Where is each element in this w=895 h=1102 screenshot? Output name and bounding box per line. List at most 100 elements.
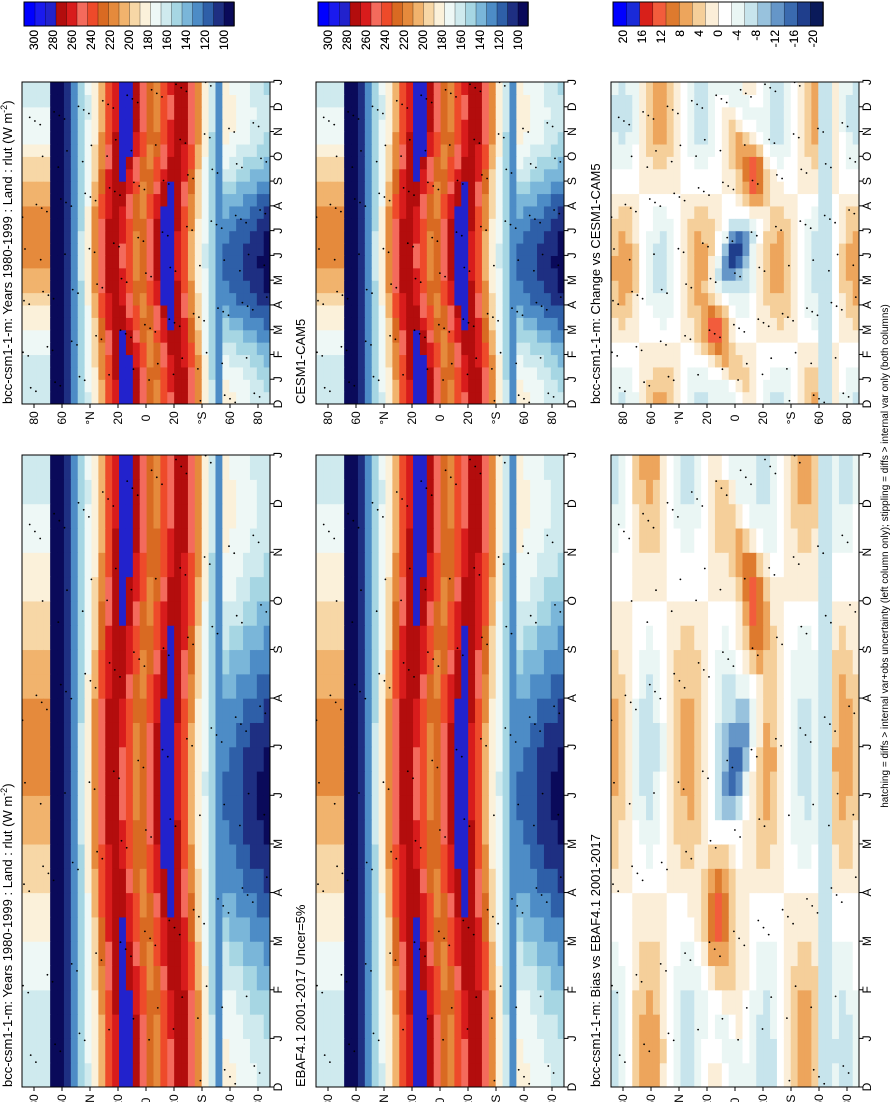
heat-cell [481,243,489,256]
heat-cell [364,795,372,821]
heat-cell [384,94,393,108]
heat-cell [543,916,551,942]
heat-cell [201,1062,209,1087]
heat-cell [22,989,30,1015]
heat-cell [322,503,331,529]
heat-cell [495,317,503,331]
heat-cell [412,342,420,356]
heat-cell [350,181,358,195]
heat-cell [557,379,564,393]
heat-cell [364,304,372,318]
heat-cell [146,218,154,232]
heat-cell [118,354,126,368]
heat-cell [508,1038,517,1064]
heat-cell [357,965,365,991]
stipple-dot [353,198,356,200]
heat-cell [22,181,30,195]
heat-cell [508,82,517,95]
heat-cell [56,243,64,256]
heat-cell [214,181,223,195]
heat-cell [810,965,819,991]
heat-cell [194,965,202,991]
heat-cell [235,916,244,942]
heat-cell [256,673,264,699]
heat-cell [803,673,812,699]
heat-cell [384,156,393,170]
heat-cell [803,527,812,553]
heat-cell [515,218,524,232]
heat-cell [256,292,264,306]
heat-cell [35,131,44,145]
heat-cell [515,267,524,281]
heat-cell [201,106,209,120]
heat-cell [336,868,345,894]
stipple-dot [455,96,457,98]
heat-cell [460,304,469,318]
heat-cell [405,552,414,578]
heat-cell [536,600,544,626]
heat-cell [249,143,257,157]
stipple-dot [527,131,530,133]
heat-cell [460,576,469,602]
heat-cell [90,1014,99,1039]
heat-cell [371,479,379,505]
heat-cell [28,649,37,675]
stipple-dot [439,829,441,831]
heat-cell [453,746,462,772]
heat-cell [550,1062,558,1087]
heat-cell [371,143,379,157]
heat-cell [557,673,564,699]
heat-cell [322,1038,331,1064]
stipple-dot [235,163,238,165]
heat-cell [343,527,352,553]
heat-cell [412,230,420,244]
heat-cell [201,230,209,244]
heat-cell [852,479,859,505]
heat-cell [187,391,195,404]
heat-cell [433,119,441,133]
heat-cell [391,143,400,157]
heat-cell [201,317,209,331]
heat-cell [159,366,168,380]
stipple-dot [413,194,415,197]
heat-cell [845,1038,853,1064]
heat-cell [460,82,469,95]
heat-cell [831,673,839,699]
stipple-dot [66,150,68,152]
heat-cell [221,819,230,845]
heat-cell [502,94,510,108]
heat-cell [132,892,140,918]
heat-cell [329,181,338,195]
heat-cell [405,317,414,331]
heat-cell [536,292,544,306]
heat-cell [63,916,71,942]
heat-cell [824,1038,833,1064]
heat-cell [398,916,407,942]
heat-cell [350,989,358,1015]
month-tick-label: A [565,202,579,210]
heat-cell [536,916,544,942]
heat-cell [118,479,126,505]
stipple-dot [59,198,62,200]
heat-cell [495,218,503,232]
stipple-dot [41,155,44,158]
stipple-dot [333,537,336,540]
heat-cell [426,965,434,991]
heat-cell [49,205,58,219]
heat-cell [488,255,496,269]
heat-cell [166,391,175,404]
stipple-dot [384,578,387,581]
stipple-dot [54,381,56,384]
stipple-dot [545,901,548,903]
stipple-dot [321,991,324,994]
heat-cell [440,746,448,772]
heat-cell [412,892,420,918]
heat-cell [77,843,85,869]
heat-cell [256,329,264,343]
heat-cell [838,916,846,942]
heat-cell [460,366,469,380]
heat-cell [419,892,427,918]
month-tick-label: J [271,744,285,750]
heat-cell [125,304,133,318]
heat-cell [111,722,120,748]
